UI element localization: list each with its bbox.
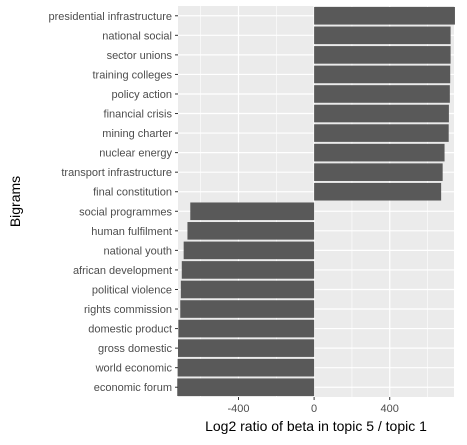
y-tick-label: domestic product — [88, 324, 172, 336]
bar-presidential-infrastructure — [314, 6, 455, 25]
y-tick-label: training colleges — [93, 69, 173, 81]
bar-sector-unions — [314, 46, 451, 64]
y-tick-label: national social — [102, 30, 172, 42]
y-tick-label: policy action — [111, 89, 172, 101]
y-axis-title: Bigrams — [7, 176, 23, 227]
y-tick-label: mining charter — [102, 128, 172, 140]
y-tick-label: nuclear energy — [99, 148, 172, 160]
bar-national-social — [314, 26, 451, 45]
x-axis-title: Log2 ratio of beta in topic 5 / topic 1 — [205, 418, 427, 434]
y-tick-label: national youth — [104, 245, 173, 257]
bar-nuclear-energy — [314, 143, 445, 162]
y-tick-label: political violence — [92, 284, 172, 296]
y-tick-label: human fulfilment — [91, 226, 172, 238]
bar-world-economic — [177, 358, 315, 377]
y-axis-ticks: presidential infrastructure national soci… — [48, 11, 178, 394]
bar-financial-crisis — [314, 104, 449, 123]
bar-rights-commission — [180, 300, 315, 318]
bar-transport-infrastructure — [314, 163, 443, 181]
bar-domestic-product — [178, 319, 315, 338]
bar-human-fulfilment — [187, 222, 315, 240]
y-tick-label: final constitution — [93, 187, 172, 199]
x-tick-label: -400 — [227, 403, 249, 415]
y-tick-label: gross domestic — [98, 343, 172, 355]
y-tick-label: economic forum — [94, 382, 172, 394]
bar-policy-action — [314, 85, 450, 103]
bar-gross-domestic — [178, 339, 315, 357]
y-tick-label: world economic — [95, 363, 173, 375]
y-tick-label: presidential infrastructure — [48, 11, 172, 23]
x-axis-ticks: -400 0 400 — [227, 397, 399, 415]
bar-final-constitution — [314, 182, 442, 201]
x-tick-label: 400 — [381, 403, 399, 415]
bar-economic-forum — [177, 378, 315, 397]
bar-social-programmes — [190, 202, 315, 221]
y-tick-label: financial crisis — [104, 109, 173, 121]
panel-background — [178, 6, 454, 397]
y-tick-label: rights commission — [84, 304, 172, 316]
bar-training-colleges — [314, 65, 451, 84]
bar-mining-charter — [314, 124, 449, 142]
x-tick-label: 0 — [311, 403, 317, 415]
y-tick-label: sector unions — [107, 50, 173, 62]
bars — [177, 6, 455, 397]
y-tick-label: african development — [73, 265, 172, 277]
bar-national-youth — [183, 241, 315, 260]
bar-african-development — [181, 261, 315, 279]
bar-political-violence — [180, 280, 315, 299]
y-tick-label: social programmes — [79, 206, 172, 218]
y-tick-label: transport infrastructure — [61, 167, 172, 179]
